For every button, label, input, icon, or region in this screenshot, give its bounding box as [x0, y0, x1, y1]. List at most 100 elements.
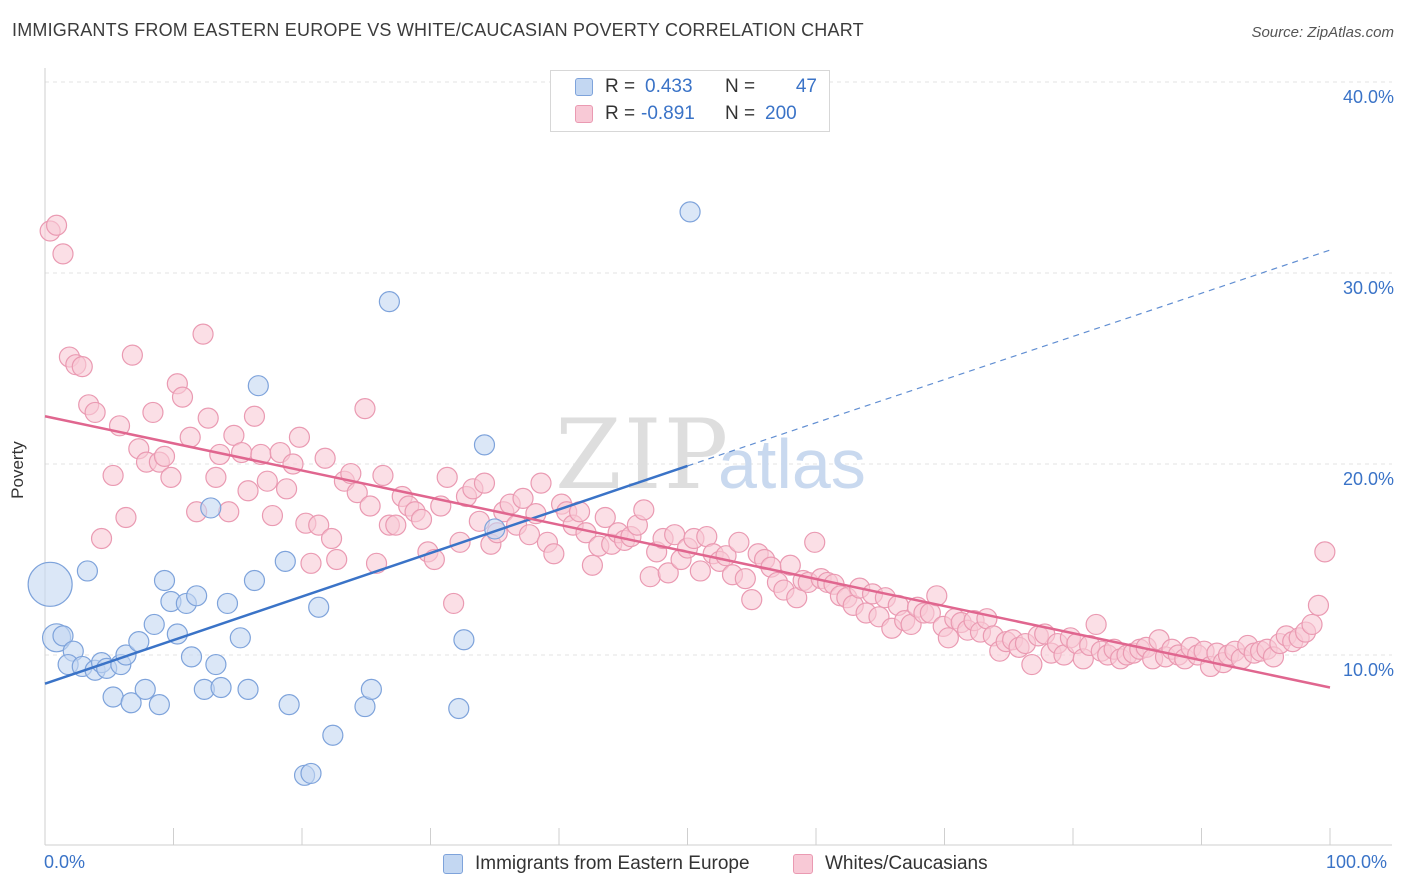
pink-data-point [1307, 594, 1330, 616]
pink-data-point [804, 531, 826, 553]
legend-row-blue: R = 0.433 N = 47 [575, 75, 817, 99]
pink-data-point [121, 344, 143, 366]
blue-series-points [27, 201, 701, 786]
pink-data-point [160, 466, 182, 488]
pink-data-point [633, 499, 655, 521]
pink-data-point [237, 480, 259, 502]
blue-data-point [453, 629, 475, 651]
pink-data-point [326, 548, 348, 571]
y-tick-40: 40.0% [1342, 87, 1394, 107]
pink-data-point [657, 562, 679, 584]
blue-data-point [143, 613, 165, 636]
pink-data-point [741, 589, 763, 611]
pink-data-point [512, 487, 534, 509]
pink-data-point [779, 554, 801, 576]
chart-source: Source: ZipAtlas.com [1251, 24, 1394, 41]
pink-data-point [734, 567, 756, 590]
legend-row-pink: R = -0.891 N = 200 [575, 102, 805, 126]
blue-data-point [274, 550, 296, 573]
blue-data-point [473, 434, 496, 456]
pink-data-point [443, 592, 465, 615]
blue-data-point [148, 694, 170, 716]
pink-data-point [275, 478, 298, 500]
correlation-legend: R = 0.433 N = 47 R = -0.891 N = 200 [550, 70, 830, 132]
pink-data-point [115, 506, 137, 529]
pink-data-point [728, 531, 750, 553]
legend-n-value: 200 [765, 103, 797, 124]
svg-text:ZIP: ZIP [555, 399, 730, 511]
pink-data-point [518, 524, 541, 546]
blue-data-point [210, 676, 232, 699]
pink-data-point [308, 514, 330, 536]
blue-data-point [679, 201, 701, 223]
pink-swatch [575, 105, 593, 123]
y-tick-30: 30.0% [1342, 278, 1394, 298]
pink-data-point [385, 514, 407, 536]
pink-data-point [197, 407, 219, 429]
blue-trend-line [44, 464, 688, 685]
pink-data-point [102, 464, 124, 487]
legend-n-label: N = [725, 103, 756, 124]
blue-data-point [278, 694, 300, 716]
pink-data-point [90, 527, 113, 550]
pink-data-point [543, 543, 565, 565]
pink-data-point [320, 527, 343, 550]
y-tick-20: 20.0% [1342, 469, 1394, 489]
pink-data-point [243, 405, 266, 427]
pink-data-point [256, 470, 278, 492]
trend-lines [44, 249, 1331, 689]
blue-data-point [52, 625, 74, 647]
pink-data-point [926, 585, 948, 607]
y-tick-10: 10.0% [1342, 660, 1394, 680]
x-tick-min: 0.0% [44, 852, 86, 872]
pink-data-point [937, 627, 959, 649]
pink-trend-line [44, 415, 1331, 689]
pink-data-point [218, 501, 240, 523]
legend-r-value: 0.433 [645, 76, 693, 97]
blue-data-point [378, 291, 400, 313]
chart-title: IMMIGRANTS FROM EASTERN EUROPE VS WHITE/… [12, 20, 864, 40]
pink-data-point [354, 398, 376, 420]
pink-data-point [205, 466, 227, 488]
pink-data-point [142, 401, 164, 424]
blue-data-point [243, 569, 266, 592]
blue-data-point [308, 596, 330, 618]
pink-legend-swatch [793, 854, 813, 874]
blue-data-point [134, 678, 156, 700]
legend-item-pink: Whites/Caucasians [793, 852, 988, 876]
blue-data-point [322, 724, 344, 746]
blue-data-point [360, 678, 382, 700]
x-tick-max: 100.0% [1326, 852, 1388, 872]
watermark: ZIP atlas [555, 399, 866, 511]
blue-data-point [448, 697, 470, 720]
blue-data-point [229, 627, 251, 649]
blue-data-point [186, 585, 208, 607]
blue-data-point [102, 686, 124, 708]
blue-legend-swatch [443, 854, 463, 874]
pink-data-point [581, 554, 604, 576]
pink-data-point [52, 243, 74, 265]
pink-data-point [1021, 653, 1043, 676]
pink-data-point [639, 566, 661, 588]
legend-n-value: 47 [795, 76, 817, 97]
pink-data-point [192, 323, 214, 345]
blue-data-point [153, 569, 176, 592]
pink-data-point [1301, 613, 1323, 636]
blue-data-point [120, 692, 142, 714]
blue-data-point [216, 592, 239, 615]
legend-r-label: R = [605, 103, 636, 124]
pink-data-point [153, 445, 176, 467]
svg-text:atlas: atlas [718, 425, 866, 503]
legend-n-label: N = [725, 76, 756, 97]
pink-data-point [594, 506, 616, 529]
pink-data-point [1314, 541, 1336, 563]
axes [44, 68, 1392, 846]
pink-data-point [436, 466, 458, 488]
pink-legend-label: Whites/Caucasians [825, 853, 988, 874]
blue-data-point [300, 762, 322, 785]
blue-data-point [237, 678, 259, 700]
pink-data-point [689, 560, 711, 582]
pink-data-point [45, 214, 68, 236]
blue-data-point [180, 646, 203, 668]
